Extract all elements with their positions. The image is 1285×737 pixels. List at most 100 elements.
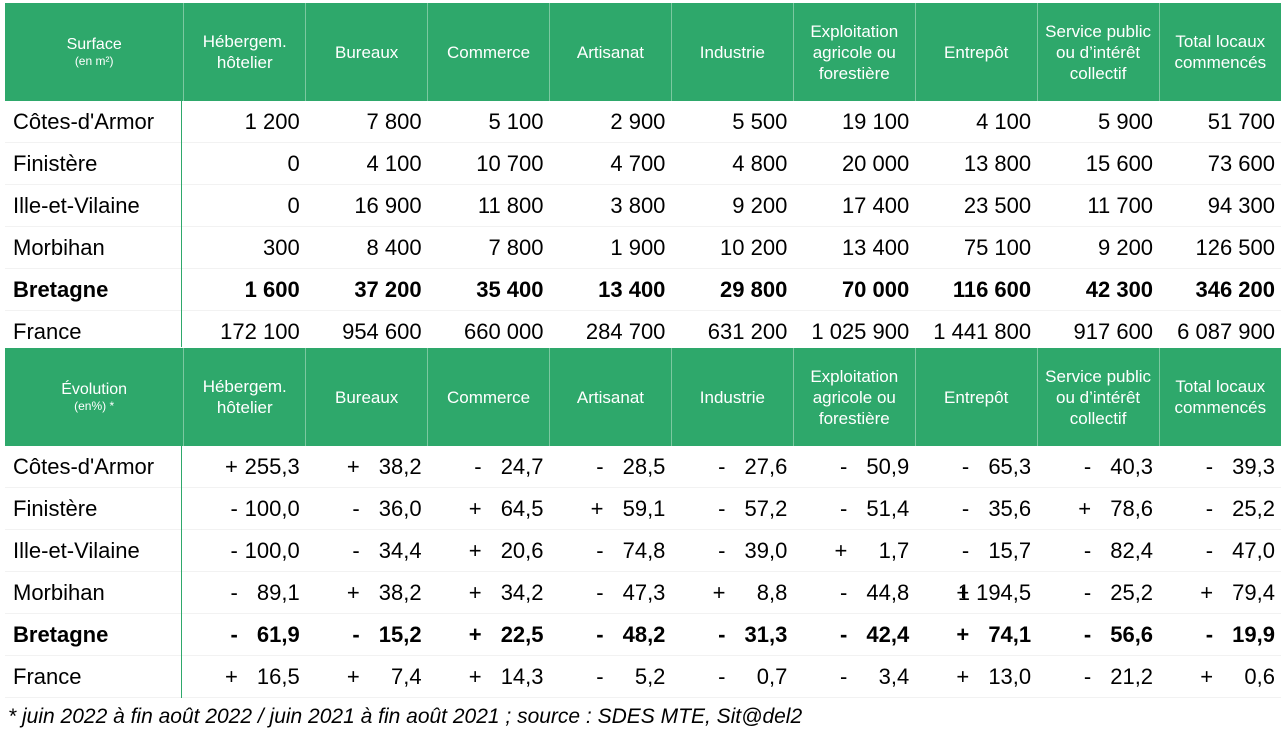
table-cell: -36,0 <box>305 487 428 530</box>
table-cell: -100,0 <box>183 529 306 572</box>
table-cell: -51,4 <box>793 487 916 530</box>
change-sign: - <box>840 453 848 479</box>
change-sign: - <box>1083 579 1092 605</box>
change-sign: + <box>712 579 726 605</box>
change-sign: + <box>1200 663 1214 689</box>
change-sign: - <box>352 621 360 647</box>
table-cell: 5 100 <box>427 101 550 143</box>
change-value: 39,3 <box>1232 453 1275 479</box>
table-cell: 35 400 <box>427 268 550 311</box>
table-cell: 300 <box>183 226 306 269</box>
change-value: 21,2 <box>1110 663 1154 689</box>
surface-header-row: Surface (en m²) Hébergem. hôtelier Bureau… <box>5 3 1281 101</box>
table-cell: 1 200 <box>183 101 306 143</box>
change-value: 38,2 <box>378 579 422 605</box>
table-cell: +74,1 <box>915 613 1038 656</box>
change-value: 47,3 <box>622 579 666 605</box>
change-value: 82,4 <box>1110 537 1154 563</box>
row-label: Finistère <box>5 487 184 530</box>
change-sign: - <box>718 537 726 563</box>
table-cell: 13 800 <box>915 142 1038 185</box>
surface-column-header: Commerce <box>427 3 550 101</box>
row-label: Bretagne <box>5 613 184 656</box>
table-cell: -50,9 <box>793 446 916 488</box>
change-sign: + <box>346 579 360 605</box>
table-cell: 15 600 <box>1037 142 1160 185</box>
table-cell: +79,4 <box>1159 571 1281 614</box>
change-sign: - <box>596 537 604 563</box>
change-value: 8,8 <box>756 579 788 605</box>
table-cell: 1 025 900 <box>793 310 916 353</box>
table-cell: 1 600 <box>183 268 306 311</box>
table-cell: 126 500 <box>1159 226 1281 269</box>
table-cell: +0,6 <box>1159 655 1281 698</box>
table-cell: 29 800 <box>671 268 794 311</box>
change-value: 100,0 <box>244 537 300 563</box>
row-label: France <box>5 310 184 353</box>
change-value: 56,6 <box>1110 621 1154 647</box>
surface-header-unit: (en m²) <box>74 54 114 68</box>
change-sign: - <box>596 621 604 647</box>
table-row: France +16,5 +7,4 +14,3-5,2-0,7-3,4 +13,0-21… <box>5 655 1281 698</box>
change-value: 19,9 <box>1232 621 1275 647</box>
table-cell: - 0,7 <box>671 655 794 698</box>
change-value: 78,6 <box>1110 495 1154 521</box>
table-cell: +1 194,5 <box>915 571 1038 614</box>
table-cell: -21,2 <box>1037 655 1160 698</box>
change-sign: + <box>956 621 970 647</box>
row-label: Côtes-d'Armor <box>5 101 184 143</box>
change-value: 39,0 <box>744 537 788 563</box>
change-value: 5,2 <box>634 663 666 689</box>
change-sign: + <box>468 663 482 689</box>
table-cell: 172 100 <box>183 310 306 353</box>
footnote: * juin 2022 à fin août 2022 / juin 2021 … <box>8 705 803 728</box>
table-cell: -47,3 <box>549 571 672 614</box>
table-cell: 9 200 <box>671 184 794 227</box>
surface-column-header: Bureaux <box>305 3 428 101</box>
change-sign: - <box>840 621 848 647</box>
change-sign: + <box>224 453 238 479</box>
change-value: 100,0 <box>244 495 300 521</box>
table-row: Ille-et-Vilaine 0 16 900 11 800 3 800 9 200 17… <box>5 184 1281 227</box>
change-sign: - <box>352 495 360 521</box>
change-sign: - <box>961 537 970 563</box>
change-sign: + <box>468 537 482 563</box>
evolution-column-header: Entrepôt <box>914 348 1038 446</box>
change-sign: + <box>1078 495 1092 521</box>
table-cell: -61,9 <box>183 613 306 656</box>
evolution-header-label-cell: Évolution (en%) * <box>5 348 184 446</box>
table-cell: 42 300 <box>1037 268 1160 311</box>
table-cell: 75 100 <box>915 226 1038 269</box>
table-cell: 51 700 <box>1159 101 1281 143</box>
table-cell: 660 000 <box>427 310 550 353</box>
table-cell: +7,4 <box>305 655 428 698</box>
change-value: 15,7 <box>988 537 1032 563</box>
evolution-column-header: Service public ou d’intérêt collectif <box>1036 348 1160 446</box>
table-cell: -25,2 <box>1037 571 1160 614</box>
table-cell: -100,0 <box>183 487 306 530</box>
change-value: 74,1 <box>988 621 1032 647</box>
change-sign: + <box>956 663 970 689</box>
change-value: 255,3 <box>244 453 300 479</box>
change-sign: - <box>474 453 482 479</box>
change-value: 22,5 <box>500 621 544 647</box>
change-sign: - <box>230 537 238 563</box>
table-cell: 346 200 <box>1159 268 1281 311</box>
table-cell: -42,4 <box>793 613 916 656</box>
change-sign: + <box>590 495 604 521</box>
table-cell: 4 700 <box>549 142 672 185</box>
table-cell: 1 441 800 <box>915 310 1038 353</box>
change-value: 15,2 <box>378 621 422 647</box>
table-cell: -57,2 <box>671 487 794 530</box>
row-label: Ille-et-Vilaine <box>5 529 184 572</box>
table-cell: 4 100 <box>915 101 1038 143</box>
row-label: Côtes-d'Armor <box>5 446 184 488</box>
table-row: Côtes-d'Armor 1 200 7 800 5 100 2 900 5 500 19… <box>5 101 1281 143</box>
table-row: Morbihan -89,1 +38,2 +34,2-47,3 +8,8-44,8 +1 … <box>5 571 1281 614</box>
surface-name-column-divider <box>181 101 182 347</box>
table-cell: +22,5 <box>427 613 550 656</box>
table-row: Côtes-d'Armor +255,3 +38,2-24,7-28,5-27,6-… <box>5 446 1281 488</box>
change-value: 3,4 <box>878 663 910 689</box>
change-sign: - <box>1205 495 1214 521</box>
change-value: 44,8 <box>866 579 910 605</box>
